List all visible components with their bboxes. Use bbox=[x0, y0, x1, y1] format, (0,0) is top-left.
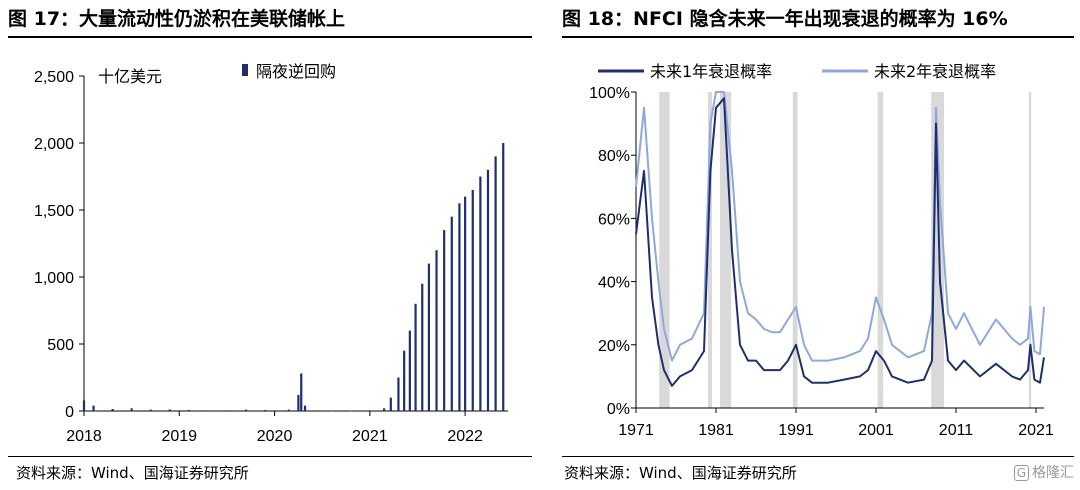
left-bar bbox=[287, 409, 290, 411]
left-legend-swatch bbox=[242, 64, 248, 76]
left-bar-series bbox=[82, 143, 505, 412]
left-bar bbox=[349, 410, 352, 412]
watermark-logo-icon: G bbox=[1013, 465, 1029, 481]
left-bar bbox=[414, 303, 417, 411]
left-x-tick-label: 2018 bbox=[66, 428, 102, 445]
left-bar bbox=[421, 283, 424, 411]
left-legend-label: 隔夜逆回购 bbox=[256, 62, 336, 81]
left-chart: 0 500 1,000 1,500 2,000 2,500 2018 2019 2020 2021… bbox=[34, 62, 508, 445]
line-series-1 bbox=[635, 97, 1045, 387]
left-title-rule bbox=[8, 36, 532, 38]
left-bar bbox=[92, 405, 95, 411]
left-bar bbox=[130, 408, 133, 411]
line-series-2 bbox=[635, 91, 1045, 362]
recession-band bbox=[720, 92, 732, 408]
left-bar bbox=[168, 409, 171, 411]
left-figure-title: 图 17：大量流动性仍淤积在美联储帐上 bbox=[8, 8, 346, 30]
left-bar bbox=[273, 410, 276, 412]
left-bar bbox=[383, 408, 386, 411]
left-bar bbox=[244, 409, 248, 411]
legend-label-2y: 未来2年衰退概率 bbox=[874, 62, 996, 81]
left-bar bbox=[464, 196, 467, 411]
left-bar bbox=[397, 377, 400, 411]
left-y-tick-label: 500 bbox=[47, 337, 74, 354]
left-bar bbox=[479, 176, 482, 411]
left-bar bbox=[300, 373, 303, 411]
right-x-tick-label: 1991 bbox=[778, 422, 814, 439]
left-unit-label: 十亿美元 bbox=[98, 67, 162, 86]
left-bar bbox=[303, 405, 307, 411]
right-x-tick-label: 2011 bbox=[939, 422, 974, 439]
left-bar bbox=[403, 350, 406, 411]
right-y-tick-label: 40% bbox=[598, 275, 630, 292]
right-figure-title: 图 18：NFCI 隐含未来一年出现衰退的概率为 16% bbox=[562, 8, 1008, 30]
left-source-note: 资料来源：Wind、国海证券研究所 bbox=[16, 464, 249, 482]
left-panel: 图 17：大量流动性仍淤积在美联储帐上 0 500 1,000 1,500 2,000 2… bbox=[8, 8, 532, 482]
right-panel: 图 18：NFCI 隐含未来一年出现衰退的概率为 16% 0% 20% 40% 60%… bbox=[540, 0, 1080, 490]
left-bar bbox=[330, 410, 333, 412]
left-bar bbox=[111, 408, 114, 411]
left-bar bbox=[443, 230, 446, 411]
left-y-tick-label: 2,500 bbox=[34, 69, 74, 86]
left-bar bbox=[502, 143, 505, 411]
right-x-tick-label: 2021 bbox=[1018, 422, 1054, 439]
left-bar bbox=[206, 410, 209, 412]
right-y-tick-label: 100% bbox=[589, 85, 630, 102]
recession-band bbox=[659, 92, 670, 408]
left-bar bbox=[149, 409, 152, 411]
right-y-tick-label: 0% bbox=[607, 401, 630, 418]
left-x-tick-label: 2020 bbox=[257, 428, 293, 445]
left-bar bbox=[82, 400, 86, 411]
recession-band bbox=[792, 92, 798, 408]
right-x-tick-label: 1981 bbox=[698, 422, 734, 439]
left-bar bbox=[458, 203, 461, 411]
left-y-tick-label: 0 bbox=[65, 404, 74, 421]
left-bar bbox=[435, 250, 438, 411]
left-bar bbox=[427, 263, 431, 411]
left-x-tick-label: 2021 bbox=[352, 428, 388, 445]
recession-band bbox=[1028, 92, 1032, 408]
left-x-tick-label: 2022 bbox=[447, 428, 483, 445]
right-x-tick-label: 2001 bbox=[858, 422, 894, 439]
watermark: G 格隆汇 bbox=[1013, 462, 1074, 482]
right-chart: 0% 20% 40% 60% 80% 100% 1971 1981 1991 2001 2011 20… bbox=[589, 62, 1054, 439]
right-title-rule bbox=[562, 36, 1074, 38]
watermark-label: 格隆汇 bbox=[1032, 465, 1074, 481]
right-x-tick-label: 1971 bbox=[618, 422, 654, 439]
left-bar bbox=[368, 410, 371, 412]
left-y-tick-label: 2,000 bbox=[34, 136, 74, 153]
right-source-rule bbox=[562, 456, 1074, 457]
left-bar bbox=[486, 169, 490, 411]
left-y-tick-label: 1,000 bbox=[34, 270, 74, 287]
recession-band bbox=[708, 92, 712, 408]
right-y-tick-label: 60% bbox=[598, 211, 630, 228]
legend-label-1y: 未来1年衰退概率 bbox=[650, 62, 772, 81]
right-y-tick-label: 80% bbox=[598, 148, 630, 165]
left-bar bbox=[494, 156, 497, 411]
left-bar bbox=[450, 216, 453, 411]
left-bar bbox=[389, 397, 392, 411]
recession-band bbox=[877, 92, 884, 408]
left-bar bbox=[187, 409, 190, 411]
left-y-tick-label: 1,500 bbox=[34, 203, 74, 220]
left-bar bbox=[263, 409, 267, 411]
right-source-note: 资料来源：Wind、国海证券研究所 bbox=[564, 464, 797, 482]
right-y-tick-label: 20% bbox=[598, 338, 630, 355]
left-bar bbox=[225, 410, 229, 412]
left-bar bbox=[471, 189, 474, 411]
left-x-tick-label: 2019 bbox=[161, 428, 197, 445]
left-bar bbox=[311, 410, 314, 412]
left-bar bbox=[297, 394, 300, 411]
left-source-rule bbox=[8, 456, 532, 457]
left-bar bbox=[408, 330, 411, 411]
